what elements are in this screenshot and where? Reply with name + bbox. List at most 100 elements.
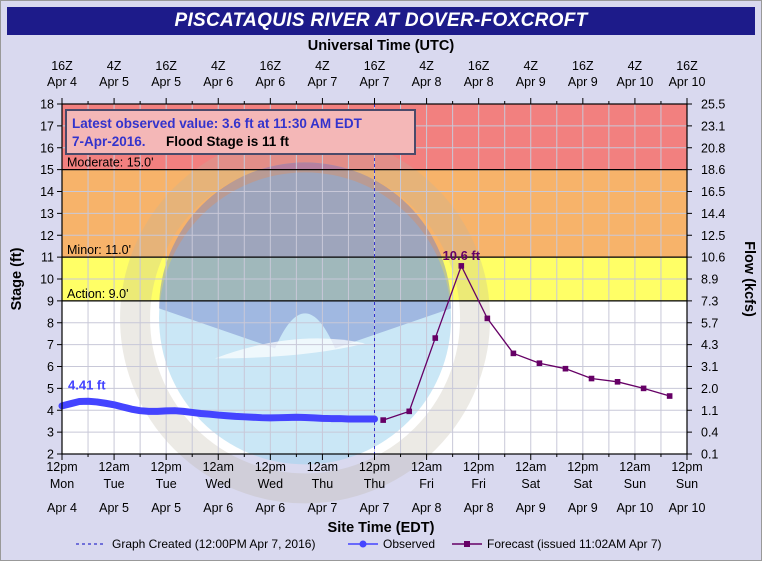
- observed-point: [206, 411, 213, 418]
- forecast-point: [666, 393, 673, 399]
- y2-tick-label: 25.5: [701, 98, 725, 112]
- x-tick-day: Fri: [471, 477, 486, 491]
- observed-point: [215, 412, 222, 419]
- x-tick-date: Apr 7: [360, 501, 390, 515]
- x-tick-time: 12am: [411, 460, 442, 474]
- top-tick-date: Apr 5: [99, 75, 129, 89]
- y-tick-label: 18: [40, 98, 54, 112]
- observed-point: [128, 406, 135, 413]
- legend-created-label: Graph Created (12:00PM Apr 7, 2016): [112, 537, 315, 551]
- top-tick-date: Apr 7: [307, 75, 337, 89]
- top-tick-date: Apr 4: [47, 75, 77, 89]
- forecast-point: [484, 315, 491, 322]
- y2-tick-label: 3.1: [701, 360, 718, 374]
- top-tick-label: 4Z: [628, 59, 643, 73]
- observed-point: [354, 416, 361, 422]
- y2-tick-label: 18.6: [701, 163, 725, 177]
- observed-point: [67, 400, 74, 407]
- top-tick-label: 16Z: [364, 59, 386, 73]
- x-tick-time: 12am: [515, 460, 546, 474]
- x-tick-day: Wed: [258, 477, 284, 491]
- observed-point: [102, 400, 109, 407]
- x-tick-date: Apr 6: [255, 501, 285, 515]
- top-tick-date: Apr 10: [669, 75, 706, 89]
- observed-point: [154, 408, 161, 415]
- x-tick-date: Apr 9: [516, 501, 546, 515]
- forecast-point: [536, 360, 543, 367]
- x-tick-day: Sun: [676, 477, 698, 491]
- x-tick-time: 12pm: [463, 460, 494, 474]
- observed-point: [223, 412, 230, 419]
- y-tick-label: 9: [47, 294, 54, 308]
- y2-tick-label: 12.5: [701, 229, 725, 243]
- x-tick-day: Sat: [573, 477, 592, 491]
- noaa-watermark: [120, 133, 491, 504]
- forecast-peak-label: 10.6 ft: [443, 248, 481, 263]
- x-tick-time: 12am: [98, 460, 129, 474]
- y-tick-label: 17: [40, 119, 54, 133]
- x-tick-date: Apr 5: [99, 501, 129, 515]
- latest-observed-text: Latest observed value: 3.6 ft at 11:30 A…: [72, 116, 363, 131]
- legend-observed-marker: [359, 540, 367, 548]
- observed-point: [197, 410, 204, 417]
- observed-point: [310, 414, 317, 421]
- y-axis-title: Stage (ft): [9, 247, 25, 310]
- x-tick-time: 12pm: [46, 460, 77, 474]
- y2-tick-label: 7.3: [701, 294, 718, 308]
- x-tick-time: 12pm: [255, 460, 286, 474]
- observed-point: [328, 415, 335, 422]
- x-tick-date: Apr 7: [307, 501, 337, 515]
- y-tick-label: 14: [40, 185, 54, 199]
- top-tick-date: Apr 9: [568, 75, 598, 89]
- observed-point: [93, 398, 100, 405]
- observed-point: [232, 413, 239, 420]
- x-tick-day: Thu: [312, 477, 334, 491]
- x-tick-time: 12pm: [567, 460, 598, 474]
- observed-point: [258, 414, 265, 421]
- observed-point: [371, 416, 378, 422]
- observed-point: [345, 416, 352, 422]
- top-tick-label: 4Z: [107, 59, 122, 73]
- x-tick-time: 12am: [619, 460, 650, 474]
- observed-point: [180, 408, 187, 415]
- x-tick-time: 12pm: [359, 460, 390, 474]
- top-tick-date: Apr 6: [255, 75, 285, 89]
- observed-label: 4.41 ft: [68, 377, 106, 392]
- top-tick-date: Apr 5: [151, 75, 181, 89]
- seal-disc: [159, 172, 452, 465]
- top-tick-label: 16Z: [51, 59, 73, 73]
- observed-point: [163, 407, 170, 414]
- y-tick-label: 13: [40, 207, 54, 221]
- y2-tick-label: 0.1: [701, 448, 718, 462]
- forecast-point: [432, 335, 439, 341]
- observed-point: [145, 408, 152, 415]
- y2-tick-label: 0.4: [701, 426, 718, 440]
- x-tick-date: Apr 10: [669, 501, 706, 515]
- top-tick-label: 4Z: [523, 59, 538, 73]
- top-tick-label: 16Z: [260, 59, 282, 73]
- x-tick-time: 12am: [307, 460, 338, 474]
- y2-tick-label: 2.0: [701, 382, 718, 396]
- y-tick-label: 10: [40, 273, 54, 287]
- y2-tick-label: 5.7: [701, 316, 718, 330]
- observed-point: [362, 416, 369, 422]
- x-tick-day: Wed: [206, 477, 232, 491]
- y2-tick-label: 16.5: [701, 185, 725, 199]
- forecast-series-line: [382, 264, 670, 421]
- x-axis-title: Site Time (EDT): [328, 520, 435, 536]
- y-tick-label: 3: [47, 426, 54, 440]
- y2-tick-label: 4.3: [701, 338, 718, 352]
- observed-point: [319, 415, 326, 422]
- top-tick-label: 16Z: [155, 59, 177, 73]
- stage-label: Moderate: 15.0': [67, 156, 153, 170]
- observed-point: [267, 414, 274, 421]
- observed-point: [276, 414, 283, 421]
- forecast-point: [614, 379, 621, 385]
- y2-tick-label: 14.4: [701, 207, 725, 221]
- x-tick-day: Sat: [521, 477, 540, 491]
- observed-point: [111, 401, 118, 408]
- top-tick-date: Apr 8: [412, 75, 442, 89]
- x-tick-day: Thu: [364, 477, 386, 491]
- x-tick-day: Sun: [624, 477, 646, 491]
- seal-bird: [159, 162, 452, 349]
